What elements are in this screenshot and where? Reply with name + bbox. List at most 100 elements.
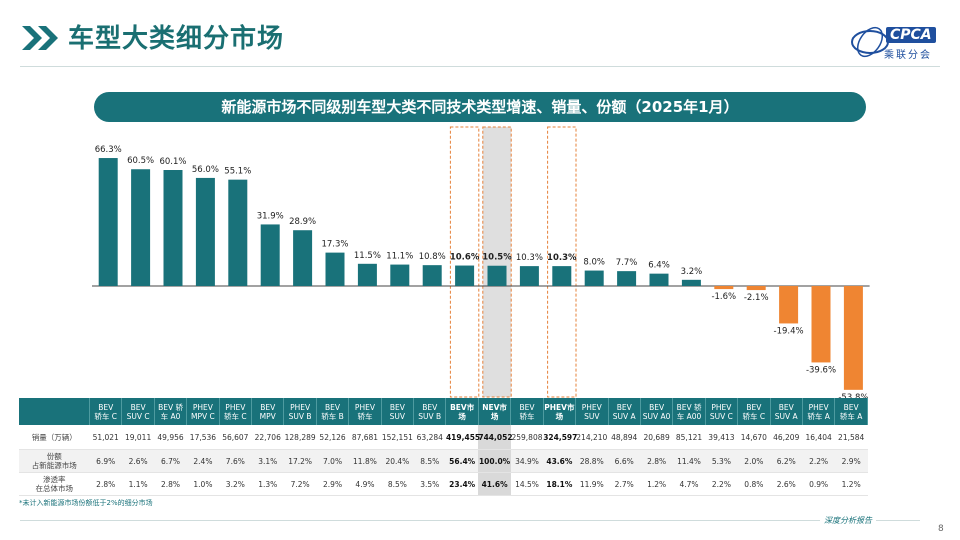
table-header-row: BEV 轿车 C BEV SUV C BEV 轿车 A0 PHEV MPV C PHEV 轿车 … — [19, 398, 868, 425]
data-label-6: 28.9% — [289, 217, 316, 227]
footnote: *未计入新能源市场份额低于2%的细分市场 — [19, 499, 153, 507]
data-label-17: 6.4% — [648, 261, 670, 271]
table-cell: 5.3% — [705, 449, 738, 473]
table-header-21: BEV SUV A — [770, 398, 803, 425]
table-cell: 85,121 — [672, 425, 706, 450]
table-header-3: PHEV MPV C — [186, 398, 220, 425]
table-cell: 19,011 — [121, 425, 155, 450]
table-cell: 2.8% — [640, 449, 673, 473]
table-cell: 34.9% — [510, 449, 544, 473]
table-cell: 8.5% — [413, 449, 446, 473]
data-label-10: 10.8% — [419, 252, 446, 262]
bar-9 — [390, 264, 410, 286]
footer-text: 深度分析报告 — [820, 515, 876, 526]
growth-bar-chart: 66.3% 60.5% 60.1% 56.0% 55.1% 31.9% 28.9% 17.3%… — [92, 126, 870, 400]
table-cell: 11.9% — [575, 472, 608, 496]
table-corner-cell — [19, 398, 90, 425]
data-label-21: -19.4% — [774, 326, 804, 336]
table-cell: 20,689 — [640, 425, 673, 450]
footer-divider — [20, 520, 920, 521]
table-cell: 2.7% — [608, 472, 641, 496]
bar-7 — [325, 252, 345, 286]
data-label-1: 60.5% — [127, 156, 154, 166]
data-label-19: -1.6% — [711, 292, 736, 302]
data-label-20: -2.1% — [744, 293, 769, 303]
table-header-6: PHEV SUV B — [283, 398, 317, 425]
table-cell: 2.8% — [154, 472, 187, 496]
table-header-12: NEV市场 — [478, 398, 512, 425]
highlight-shaded-column — [482, 127, 512, 397]
table-cell: 2.4% — [186, 449, 220, 473]
table-cell: 4.7% — [672, 472, 706, 496]
table-cell: 51,021 — [89, 425, 122, 450]
bar-19 — [714, 286, 734, 290]
table-cell: 46,209 — [770, 425, 803, 450]
data-label-3: 56.0% — [192, 165, 219, 175]
highlight-dashed-box — [449, 126, 480, 398]
table-cell: 28.8% — [575, 449, 608, 473]
table-header-7: BEV 轿车 B — [316, 398, 350, 425]
bar-1 — [131, 169, 151, 286]
table-cell: 7.6% — [219, 449, 252, 473]
data-label-8: 11.5% — [354, 251, 381, 261]
table-header-13: BEV 轿车 — [510, 398, 544, 425]
data-table: BEV 轿车 C BEV SUV C BEV 轿车 A0 PHEV MPV C PHEV 轿车 … — [19, 398, 868, 496]
table-header-2: BEV 轿车 A0 — [154, 398, 188, 425]
bar-20 — [746, 286, 766, 291]
table-cell: 259,808 — [510, 425, 544, 450]
bar-23 — [843, 286, 863, 390]
table-header-0: BEV 轿车 C — [89, 398, 123, 425]
bar-13 — [519, 266, 539, 286]
table-cell: 2.6% — [770, 472, 803, 496]
table-cell: 744,052 — [478, 425, 513, 450]
table-cell: 2.0% — [737, 449, 771, 473]
table-row-penetration: 渗透率 在总体市场 2.8% 1.1% 2.8% 1.0% 3.2% 1.3% 7.2% 2.9%… — [19, 472, 868, 496]
table-cell: 1.3% — [251, 472, 284, 496]
bar-17 — [649, 273, 669, 286]
row-label: 渗透率 在总体市场 — [19, 472, 90, 496]
table-header-14: PHEV市场 — [543, 398, 577, 425]
bar-14 — [552, 266, 572, 286]
data-label-0: 66.3% — [95, 145, 122, 155]
bar-16 — [617, 271, 637, 286]
table-cell: 2.2% — [705, 472, 738, 496]
table-header-9: BEV SUV — [381, 398, 415, 425]
table-cell: 23.4% — [445, 472, 479, 496]
table-cell: 0.9% — [802, 472, 835, 496]
table-header-23: BEV 轿车 A — [834, 398, 868, 425]
data-label-2: 60.1% — [159, 157, 186, 167]
table-cell: 419,455 — [445, 425, 480, 450]
bar-5 — [260, 224, 280, 286]
bar-18 — [681, 279, 701, 286]
data-label-13: 10.3% — [516, 253, 543, 263]
table-cell: 2.8% — [89, 472, 122, 496]
table-header-19: PHEV SUV C — [705, 398, 739, 425]
table-cell: 14,670 — [737, 425, 771, 450]
bar-12 — [487, 265, 507, 286]
bar-2 — [163, 170, 183, 286]
table-cell: 1.2% — [834, 472, 868, 496]
data-label-16: 7.7% — [616, 258, 638, 268]
data-label-14: 10.3% — [547, 253, 577, 263]
table-cell: 7.2% — [283, 472, 317, 496]
table-cell: 324,597 — [543, 425, 577, 450]
table-cell: 87,681 — [348, 425, 382, 450]
table-cell: 6.6% — [608, 449, 641, 473]
table-cell: 2.9% — [316, 472, 349, 496]
table-cell: 18.1% — [543, 472, 576, 496]
table-header-11: BEV市场 — [445, 398, 479, 425]
table-header-20: BEV 轿车 C — [737, 398, 771, 425]
chart-banner-title: 新能源市场不同级别车型大类不同技术类型增速、销量、份额（2025年1月） — [94, 92, 866, 122]
table-cell: 63,284 — [413, 425, 446, 450]
table-row-share: 份额 占新能源市场 6.9% 2.6% 6.7% 2.4% 7.6% 3.1% 17.2% 7.0… — [19, 449, 868, 473]
bar-6 — [293, 230, 313, 286]
table-cell: 6.2% — [770, 449, 803, 473]
table-cell: 52,126 — [316, 425, 349, 450]
table-header-4: PHEV 轿车 C — [219, 398, 253, 425]
data-label-11: 10.6% — [450, 253, 480, 263]
table-cell: 14.5% — [510, 472, 544, 496]
table-cell: 0.8% — [737, 472, 771, 496]
table-cell: 6.9% — [89, 449, 122, 473]
bar-22 — [811, 286, 831, 363]
table-header-1: BEV SUV C — [121, 398, 155, 425]
